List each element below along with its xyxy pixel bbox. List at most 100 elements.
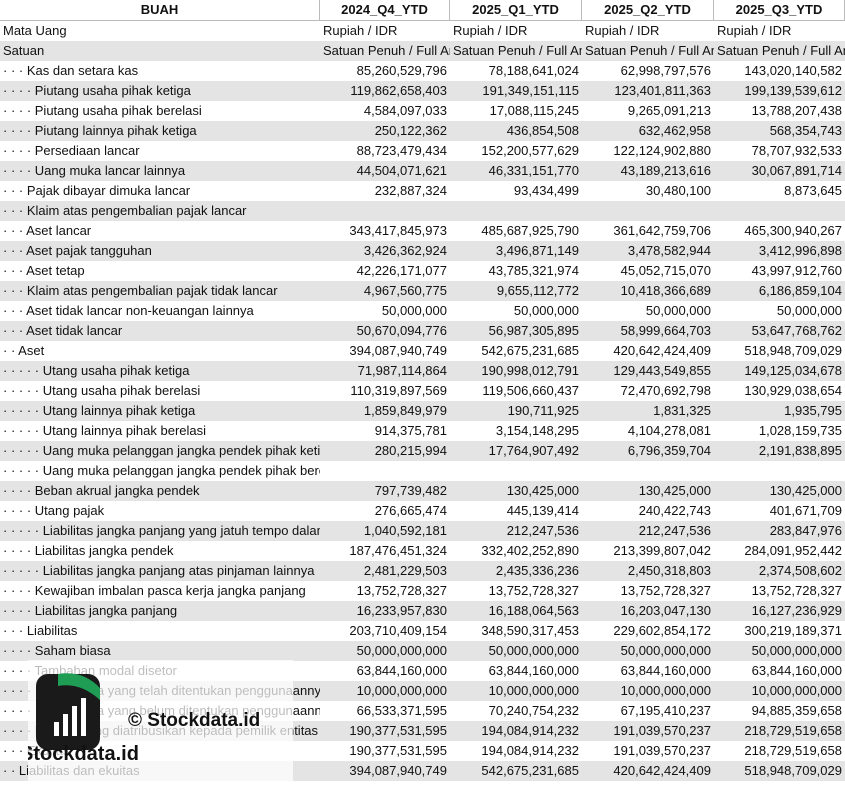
value-cell: 632,462,958	[638, 123, 711, 138]
row-label: · · · · Persediaan lancar	[3, 143, 140, 158]
value-cell: 2,191,838,895	[758, 443, 842, 458]
value-cell: 280,215,994	[374, 443, 447, 458]
value-cell: 16,203,047,130	[620, 603, 711, 618]
value-cell: 394,087,940,749	[349, 763, 447, 778]
value-cell: 122,124,902,880	[613, 143, 711, 158]
value-cell: 13,752,728,327	[356, 583, 447, 598]
value-cell: 42,226,171,077	[356, 263, 447, 278]
value-cell: 67,195,410,237	[620, 703, 711, 718]
logo-bar	[63, 714, 68, 736]
value-cell: 43,785,321,974	[488, 263, 579, 278]
value-cell: 218,729,519,658	[744, 723, 842, 738]
value-cell: 3,154,148,295	[495, 423, 579, 438]
row-label: · · · Aset lancar	[3, 223, 92, 238]
value-cell: 72,470,692,798	[620, 383, 711, 398]
value-cell: 50,000,000	[776, 303, 842, 318]
value-cell: 6,186,859,104	[758, 283, 842, 298]
value-cell: 2,481,229,503	[363, 563, 447, 578]
value-cell: 420,642,424,409	[613, 763, 711, 778]
row-band	[0, 361, 845, 381]
value-cell: 1,040,592,181	[363, 523, 447, 538]
row-band	[0, 281, 845, 301]
value-cell: 152,200,577,629	[481, 143, 579, 158]
value-cell: 187,476,451,324	[349, 543, 447, 558]
value-cell: 518,948,709,029	[744, 763, 842, 778]
logo-swoosh	[58, 673, 100, 700]
value-cell: 50,670,094,776	[356, 323, 447, 338]
value-cell: 3,412,996,898	[758, 243, 842, 258]
row-band	[0, 81, 845, 101]
value-cell: 16,127,236,929	[751, 603, 842, 618]
value-cell: 394,087,940,749	[349, 343, 447, 358]
header-cell: 2025_Q3_YTD	[714, 0, 845, 21]
row-label: · · · · Piutang usaha pihak berelasi	[3, 103, 202, 118]
value-cell: 212,247,536	[506, 523, 579, 538]
value-cell: 129,443,549,855	[613, 363, 711, 378]
value-cell: 4,584,097,033	[363, 103, 447, 118]
row-label: · · Aset	[3, 343, 45, 358]
value-cell: 46,331,151,770	[488, 163, 579, 178]
row-band	[0, 441, 845, 461]
value-cell: 194,084,914,232	[481, 723, 579, 738]
value-cell: 283,847,976	[769, 523, 842, 538]
row-label: · · · · Kewajiban imbalan pasca kerja ja…	[3, 583, 306, 598]
value-cell: 43,997,912,760	[751, 263, 842, 278]
value-cell: 16,233,957,830	[356, 603, 447, 618]
row-label: Mata Uang	[3, 23, 67, 38]
row-band	[0, 641, 845, 661]
value-cell: 914,375,781	[374, 423, 447, 438]
value-cell: 123,401,811,363	[614, 83, 711, 98]
value-cell: 240,422,743	[638, 503, 711, 518]
value-cell: 56,987,305,895	[488, 323, 579, 338]
value-cell: 66,533,371,595	[356, 703, 447, 718]
watermark: © Stockdata.id Stockdata.id	[20, 660, 293, 781]
row-label: · · · · Uang muka lancar lainnya	[3, 163, 186, 178]
value-cell: Rupiah / IDR	[453, 23, 528, 38]
value-cell: 50,000,000	[381, 303, 447, 318]
value-cell: 191,349,151,115	[482, 83, 579, 98]
value-cell: 85,260,529,796	[356, 63, 447, 78]
value-cell: 229,602,854,172	[613, 623, 711, 638]
value-cell: 45,052,715,070	[620, 263, 711, 278]
header-cell: BUAH	[0, 0, 320, 21]
row-label: · · · · · Utang usaha pihak ketiga	[3, 363, 190, 378]
value-cell: 232,887,324	[374, 183, 447, 198]
value-cell: 30,480,100	[645, 183, 711, 198]
value-cell: 194,084,914,232	[481, 743, 579, 758]
value-cell: 13,752,728,327	[620, 583, 711, 598]
row-band	[0, 201, 845, 221]
value-cell: 4,104,278,081	[627, 423, 711, 438]
header-cell: 2025_Q2_YTD	[582, 0, 714, 21]
row-label: · · · · · Uang muka pelanggan jangka pen…	[3, 443, 320, 458]
value-cell: 130,425,000	[638, 483, 711, 498]
row-band	[0, 241, 845, 261]
value-cell: 361,642,759,706	[613, 223, 711, 238]
row-label: Satuan	[3, 43, 45, 58]
row-band	[0, 481, 845, 501]
row-label: · · · · · Liabilitas jangka panjang atas…	[3, 563, 315, 578]
logo-bar	[81, 698, 86, 736]
row-band	[0, 321, 845, 341]
value-cell: 71,987,114,864	[357, 363, 447, 378]
value-cell: 213,399,807,042	[613, 543, 711, 558]
value-cell: 58,999,664,703	[620, 323, 711, 338]
value-cell: 130,929,038,654	[744, 383, 842, 398]
value-cell: 445,139,414	[506, 503, 579, 518]
value-cell: 78,188,641,024	[488, 63, 579, 78]
value-cell: 110,319,897,569	[350, 383, 447, 398]
value-cell: Satuan Penuh / Full Amount	[717, 43, 845, 58]
value-cell: 8,873,645	[784, 183, 842, 198]
logo-bar	[54, 722, 59, 736]
row-band	[0, 401, 845, 421]
value-cell: 420,642,424,409	[613, 343, 711, 358]
value-cell: Rupiah / IDR	[717, 23, 792, 38]
value-cell: 191,039,570,237	[613, 723, 711, 738]
value-cell: 44,504,071,621	[356, 163, 447, 178]
value-cell: 9,655,112,772	[496, 283, 579, 298]
row-label: · · · · · Utang usaha pihak berelasi	[3, 383, 201, 398]
row-label: · · · · · Uang muka pelanggan jangka pen…	[3, 463, 320, 478]
value-cell: 191,039,570,237	[613, 743, 711, 758]
value-cell: 797,739,482	[374, 483, 447, 498]
value-cell: Rupiah / IDR	[323, 23, 398, 38]
